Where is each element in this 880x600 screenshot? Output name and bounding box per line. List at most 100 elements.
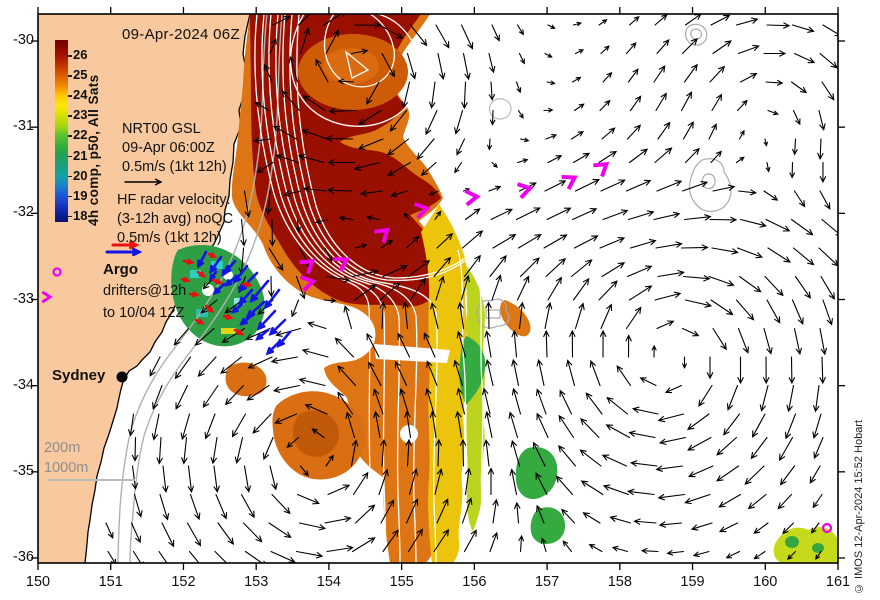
current-vector [394, 360, 408, 387]
current-vector [793, 327, 802, 356]
current-vector [405, 438, 412, 467]
colorbar-tick-label: 22 [73, 127, 88, 143]
current-vector [536, 504, 545, 524]
ssh-jet-1 [261, 14, 387, 563]
hf-radar-vector-blue [249, 279, 270, 304]
current-vector [390, 190, 409, 198]
hf-radar-vector-blue [237, 271, 259, 293]
sst-corner-spot-2 [812, 543, 824, 553]
current-vector [738, 275, 762, 293]
current-vector [810, 522, 820, 534]
current-vector [326, 545, 354, 553]
current-vector [651, 344, 657, 358]
y-axis-tick-label: -30 [13, 32, 34, 48]
current-vector [265, 190, 272, 216]
current-vector [366, 332, 380, 358]
current-vector [434, 467, 444, 496]
current-vector [654, 147, 673, 164]
copyright-credit: © IMOS 12-Apr-2024 15:52 Hobart [853, 419, 865, 594]
current-vector [545, 257, 567, 278]
current-vector [794, 275, 812, 299]
current-vector [509, 468, 518, 496]
current-vector [337, 391, 354, 415]
current-vector [543, 234, 568, 249]
hf-radar-vector-blue [197, 250, 208, 269]
current-vector [535, 388, 547, 415]
current-vector [680, 91, 693, 112]
hf-radar-vector-blue [224, 274, 239, 287]
current-vector [683, 63, 698, 83]
current-vector [270, 356, 299, 364]
current-vector [625, 334, 632, 358]
current-vector [708, 275, 735, 287]
colorbar-tick-label: 24 [73, 87, 88, 103]
current-vector [302, 185, 327, 193]
current-vector [629, 239, 657, 249]
current-vector [543, 329, 550, 358]
current-vector [324, 515, 352, 524]
sst-green-3 [530, 507, 566, 544]
current-vector [739, 218, 767, 228]
current-vector [628, 285, 653, 301]
current-vector [175, 384, 189, 410]
map-date-title: 09-Apr-2024 06Z [122, 26, 240, 43]
sst-eddy-inner [323, 48, 379, 84]
current-vector [268, 522, 292, 538]
current-vector [544, 180, 567, 192]
current-vector [378, 468, 389, 496]
current-vector [373, 410, 381, 439]
current-vector [463, 529, 477, 553]
current-vector [627, 210, 655, 221]
current-vector [559, 389, 573, 415]
argo-legend-icon [52, 267, 62, 277]
current-vector [463, 254, 481, 278]
current-vector [489, 255, 507, 278]
current-vector [706, 356, 714, 380]
current-vector [489, 531, 499, 553]
current-vector [315, 58, 329, 83]
current-vector [546, 207, 572, 221]
colorbar-tick-label: 21 [73, 147, 88, 163]
current-vector [681, 327, 700, 337]
current-vector [357, 138, 384, 150]
isobath-legend-line [47, 479, 135, 481]
current-vector [684, 493, 711, 505]
current-vector [737, 189, 758, 196]
current-vector [588, 544, 603, 553]
current-vector [698, 384, 713, 407]
current-vector [819, 52, 838, 69]
hf-radar-vector-red [241, 281, 253, 288]
current-vector [354, 504, 376, 524]
hf-radar-title: HF radar velocity: [117, 192, 231, 208]
current-vector [373, 388, 384, 415]
current-vector [766, 299, 781, 324]
hf-radar-vector-red [194, 318, 205, 325]
current-vector [220, 356, 243, 374]
current-vector [580, 480, 604, 496]
current-vector [453, 359, 464, 387]
current-vector [405, 498, 419, 524]
current-vector [326, 187, 353, 194]
current-vector [712, 184, 736, 192]
hf-radar-vector-red [233, 328, 245, 336]
current-vector [295, 275, 306, 300]
current-vector [429, 410, 437, 439]
current-vector [105, 522, 114, 540]
x-axis-tick-label: 155 [389, 574, 414, 590]
current-vector [657, 269, 685, 278]
current-vector [737, 356, 744, 385]
current-vector [455, 410, 463, 439]
current-vector [351, 269, 380, 278]
current-vector [428, 190, 439, 196]
current-vector [159, 493, 170, 521]
current-vector [380, 499, 395, 524]
current-vector [484, 330, 492, 358]
current-vector [459, 438, 467, 467]
current-vector [275, 154, 300, 164]
colorbar-tick-label: 19 [73, 187, 88, 203]
colorbar-tick-label: 25 [73, 67, 88, 83]
drifter-position-arrow [593, 161, 610, 178]
hf-radar-vector-blue [256, 309, 277, 331]
current-vector [788, 356, 796, 385]
current-vector [271, 493, 291, 515]
